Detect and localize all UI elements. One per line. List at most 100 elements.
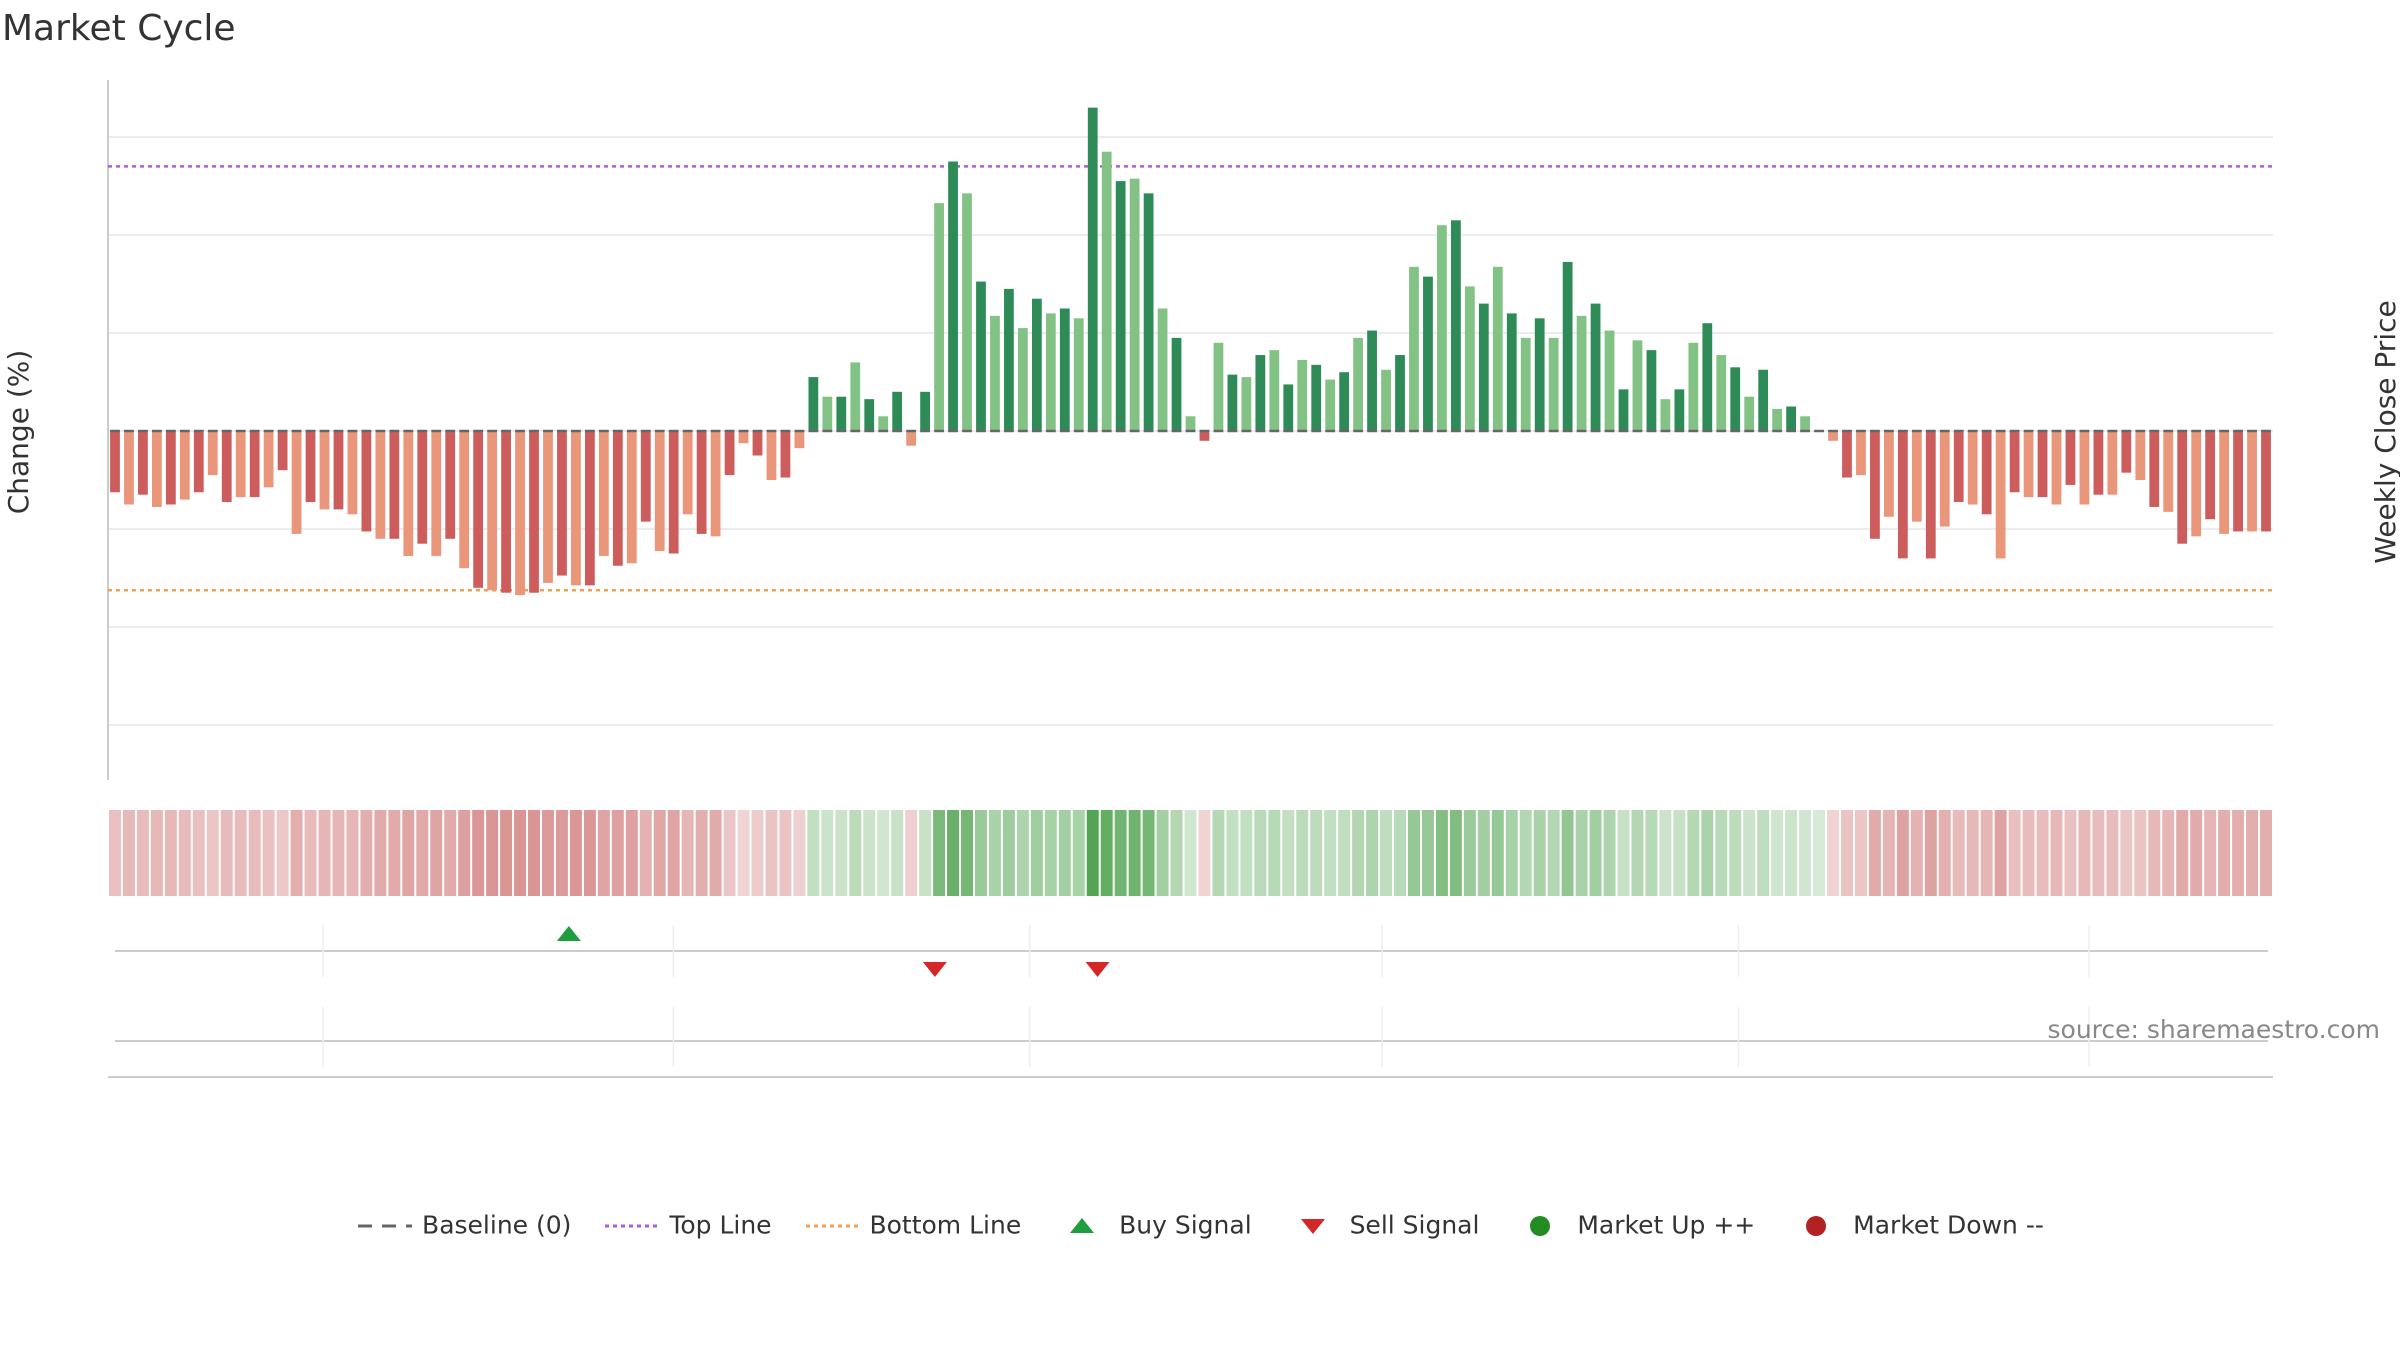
heat-cell (1100, 810, 1113, 896)
bar (2037, 431, 2048, 498)
bar (1897, 431, 1908, 559)
bar (2219, 431, 2230, 534)
bar (1311, 364, 1322, 431)
top-line-swatch (603, 1210, 661, 1239)
bar (1632, 340, 1643, 431)
heat-cell (849, 810, 862, 896)
bar (864, 399, 875, 431)
legend-item-baseline[interactable]: Baseline (0) (356, 1209, 572, 1240)
bar (1297, 359, 1308, 431)
bar (389, 431, 400, 539)
legend-item-top-line[interactable]: Top Line (603, 1209, 772, 1239)
bar (1702, 323, 1713, 431)
bar (1716, 355, 1727, 431)
bar (473, 431, 484, 588)
legend-item-buy-signal[interactable]: Buy Signal (1053, 1209, 1252, 1239)
heat-cell (109, 810, 121, 896)
heat-cell (122, 810, 135, 896)
bar (2107, 431, 2118, 495)
heat-cell (1435, 810, 1448, 896)
heat-cell (1896, 810, 1909, 896)
bar (501, 431, 511, 593)
heat-cell (2064, 810, 2077, 896)
momentum-heat-strip (109, 810, 2272, 896)
bar (1981, 431, 1992, 515)
heat-cell (709, 810, 722, 896)
bar (124, 431, 134, 505)
bar (1367, 330, 1377, 431)
heat-cell (388, 810, 401, 896)
heat-cell (1757, 810, 1770, 896)
heat-cell (262, 810, 275, 896)
chart-title: Market Cycle (2, 8, 236, 49)
heat-cell (234, 810, 247, 896)
bar (221, 431, 232, 503)
heat-cell (975, 810, 987, 896)
circle-red-icon (1787, 1210, 1845, 1239)
bar (2191, 431, 2202, 537)
heat-cell (751, 810, 764, 896)
bar (2009, 431, 2020, 493)
heat-cell (1603, 810, 1616, 896)
reference-lines (108, 165, 2273, 592)
bar (640, 431, 651, 522)
heat-cell (2246, 810, 2259, 896)
bar (1995, 431, 2006, 559)
bar (1786, 406, 1797, 431)
heat-cell (1268, 810, 1281, 896)
bar (1353, 337, 1364, 431)
bar (1911, 431, 1922, 522)
bar (1534, 318, 1545, 431)
bar (1688, 342, 1699, 431)
heat-cell (346, 810, 359, 896)
bar (780, 431, 791, 478)
bar (1464, 286, 1475, 431)
heat-cell (723, 810, 736, 896)
heat-cell (2260, 810, 2272, 896)
heat-cell (178, 810, 191, 896)
bar (1004, 288, 1014, 431)
bar (459, 431, 470, 569)
bar (2079, 431, 2090, 505)
bar (1073, 318, 1084, 431)
bar (1562, 261, 1573, 431)
bar (445, 431, 456, 539)
bar (515, 431, 525, 596)
legend-item-market-down[interactable]: Market Down -- (1787, 1209, 2044, 1239)
bar (1856, 431, 1866, 476)
heat-cell (737, 810, 750, 896)
bar (2065, 431, 2076, 485)
heat-cell (1184, 810, 1197, 896)
heat-cell (2050, 810, 2063, 896)
legend-label: Baseline (0) (422, 1210, 572, 1240)
bar (1325, 379, 1336, 431)
heat-cell (667, 810, 680, 896)
heat-cell (1910, 810, 1923, 896)
bar (934, 203, 944, 431)
heat-cell (1072, 810, 1085, 896)
triangle-up-icon (1053, 1210, 1111, 1239)
bar (361, 431, 372, 532)
bar (962, 193, 972, 431)
heat-cell (639, 810, 652, 896)
bar (1255, 355, 1266, 431)
baseline-swatch (356, 1210, 414, 1239)
bar (1870, 431, 1880, 539)
bar (598, 431, 609, 556)
heat-cell (1994, 810, 2007, 896)
legend-label: Sell Signal (1349, 1210, 1480, 1240)
bar (836, 396, 847, 431)
legend-item-bottom-line[interactable]: Bottom Line (804, 1209, 1021, 1239)
legend-item-market-up[interactable]: Market Up ++ (1511, 1209, 1755, 1239)
bar (1339, 372, 1350, 431)
legend-item-sell-signal[interactable]: Sell Signal (1284, 1209, 1480, 1240)
bar (906, 431, 917, 446)
heat-cell (1547, 810, 1560, 896)
heat-cell (988, 810, 1001, 896)
heat-cell (1058, 810, 1071, 896)
bar (2149, 431, 2160, 507)
heat-cell (1044, 810, 1057, 896)
heat-cell (486, 810, 499, 896)
heat-cell (2008, 810, 2021, 896)
bar (626, 431, 637, 564)
